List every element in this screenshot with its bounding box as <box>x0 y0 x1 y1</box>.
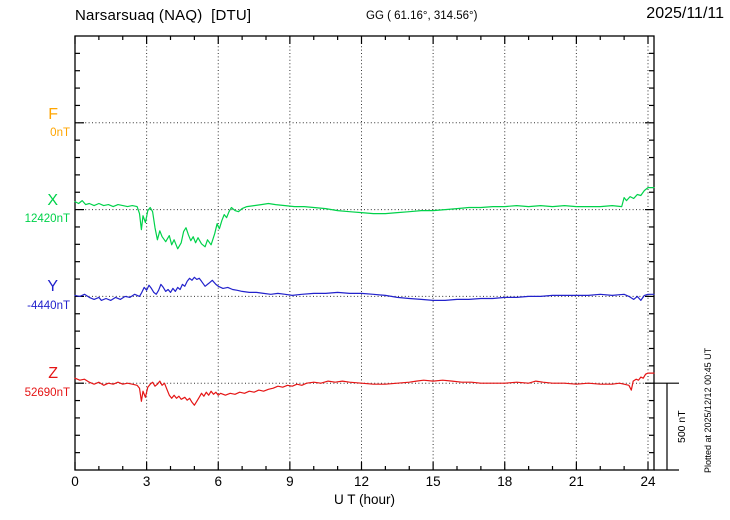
series-letter-f: F <box>48 106 58 123</box>
series-letter-y: Y <box>47 278 58 295</box>
scale-bar-label: 500 nT <box>676 410 688 443</box>
x-tick-label: 3 <box>142 474 151 489</box>
series-base-f: 0nT <box>50 127 70 139</box>
series-letter-z: Z <box>48 365 58 382</box>
series-base-x: 12420nT <box>24 213 70 225</box>
plotted-at-note: Plotted at 2025/12/12 00:45 UT <box>703 347 713 473</box>
x-tick-label: 12 <box>353 474 370 489</box>
x-tick-label: 18 <box>497 474 513 489</box>
x-axis-label: U T (hour) <box>333 492 396 507</box>
trace-z <box>74 372 655 406</box>
geographic-coords: GG ( 61.16°, 314.56°) <box>366 10 478 22</box>
series-base-y: -4440nT <box>27 300 70 312</box>
axes-frame <box>74 35 655 471</box>
series-base-z: 52690nT <box>24 387 70 399</box>
x-tick-label: 24 <box>640 474 656 489</box>
trace-x <box>74 187 655 250</box>
gridlines <box>75 36 654 470</box>
trace-y <box>74 276 655 301</box>
x-tick-label: 6 <box>214 474 222 489</box>
scale-bar <box>654 382 679 471</box>
x-tick-label: 15 <box>425 474 441 489</box>
x-tick-label: 21 <box>568 474 584 489</box>
x-tick-label: 0 <box>71 474 79 489</box>
series-letter-x: X <box>47 192 58 209</box>
station-title: Narsarsuaq (NAQ) [DTU] <box>75 7 252 24</box>
traces <box>74 187 655 406</box>
x-tick-label: 9 <box>286 474 294 489</box>
observation-date: 2025/11/11 <box>646 5 724 22</box>
